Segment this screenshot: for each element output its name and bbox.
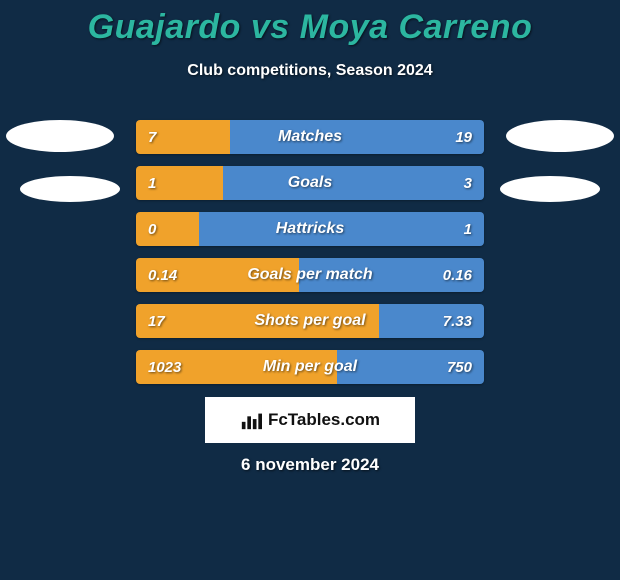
player-right-avatar-top: [506, 120, 614, 152]
attribution-text: FcTables.com: [268, 410, 380, 430]
stat-value-left: 1023: [148, 350, 181, 384]
stat-row: 719Matches: [136, 120, 484, 154]
player-left-avatar-bottom: [20, 176, 120, 202]
stat-row: 1023750Min per goal: [136, 350, 484, 384]
stat-value-right: 7.33: [443, 304, 472, 338]
player-right-avatar-bottom: [500, 176, 600, 202]
stat-value-left: 7: [148, 120, 156, 154]
comparison-infographic: Guajardo vs Moya Carreno Club competitio…: [0, 0, 620, 580]
stat-row: 13Goals: [136, 166, 484, 200]
stat-value-right: 0.16: [443, 258, 472, 292]
stat-value-left: 17: [148, 304, 165, 338]
stat-bar-left: [136, 212, 199, 246]
stat-bar-left: [136, 304, 379, 338]
player-left-avatar-top: [6, 120, 114, 152]
stat-bar-right: [223, 166, 484, 200]
stat-value-right: 750: [447, 350, 472, 384]
stat-value-right: 3: [464, 166, 472, 200]
attribution-badge: FcTables.com: [205, 397, 415, 443]
stat-row: 177.33Shots per goal: [136, 304, 484, 338]
stat-row: 0.140.16Goals per match: [136, 258, 484, 292]
stat-row: 01Hattricks: [136, 212, 484, 246]
page-subtitle: Club competitions, Season 2024: [0, 62, 620, 80]
stat-value-left: 0: [148, 212, 156, 246]
stat-value-left: 0.14: [148, 258, 177, 292]
infographic-date: 6 november 2024: [0, 455, 620, 475]
stat-bars: 719Matches13Goals01Hattricks0.140.16Goal…: [136, 120, 484, 396]
chart-icon: [240, 409, 262, 431]
stat-bar-right: [199, 212, 484, 246]
stat-bar-right: [230, 120, 484, 154]
page-title: Guajardo vs Moya Carreno: [0, 8, 620, 47]
stat-value-right: 19: [455, 120, 472, 154]
stat-value-right: 1: [464, 212, 472, 246]
stat-value-left: 1: [148, 166, 156, 200]
